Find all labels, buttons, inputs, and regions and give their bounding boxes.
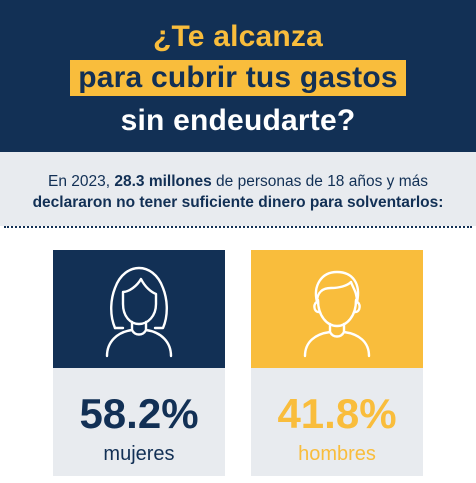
title-line-2-highlight: para cubrir tus gastos [70,60,406,96]
title-line-1: ¿Te alcanza [152,20,324,53]
subtitle-highlight: 28.3 millones [114,173,212,190]
woman-icon [105,266,173,358]
men-stat-panel: 41.8% hombres [251,368,423,476]
dotted-divider [4,226,472,228]
subtitle-prefix: En 2023, [48,173,115,190]
women-stat-panel: 58.2% mujeres [53,368,225,476]
header-banner: ¿Te alcanza para cubrir tus gastos sin e… [0,0,476,152]
title-line-3: sin endeudarte? [120,104,356,137]
title-line-2: para cubrir tus gastos [0,60,476,96]
men-percentage: 41.8% [277,390,397,437]
subtitle-line-1: En 2023, 28.3 millones de personas de 18… [0,172,476,192]
men-label: hombres [298,443,376,465]
subtitle-line-2: declararon no tener suficiente dinero pa… [32,194,444,211]
subtitle-suffix: de personas de 18 años y más [211,173,428,190]
women-icon-panel [53,250,225,368]
man-icon [303,270,371,358]
women-label: mujeres [103,443,175,465]
subtitle-band [0,152,476,226]
women-percentage: 58.2% [79,390,199,437]
men-icon-panel [251,250,423,368]
